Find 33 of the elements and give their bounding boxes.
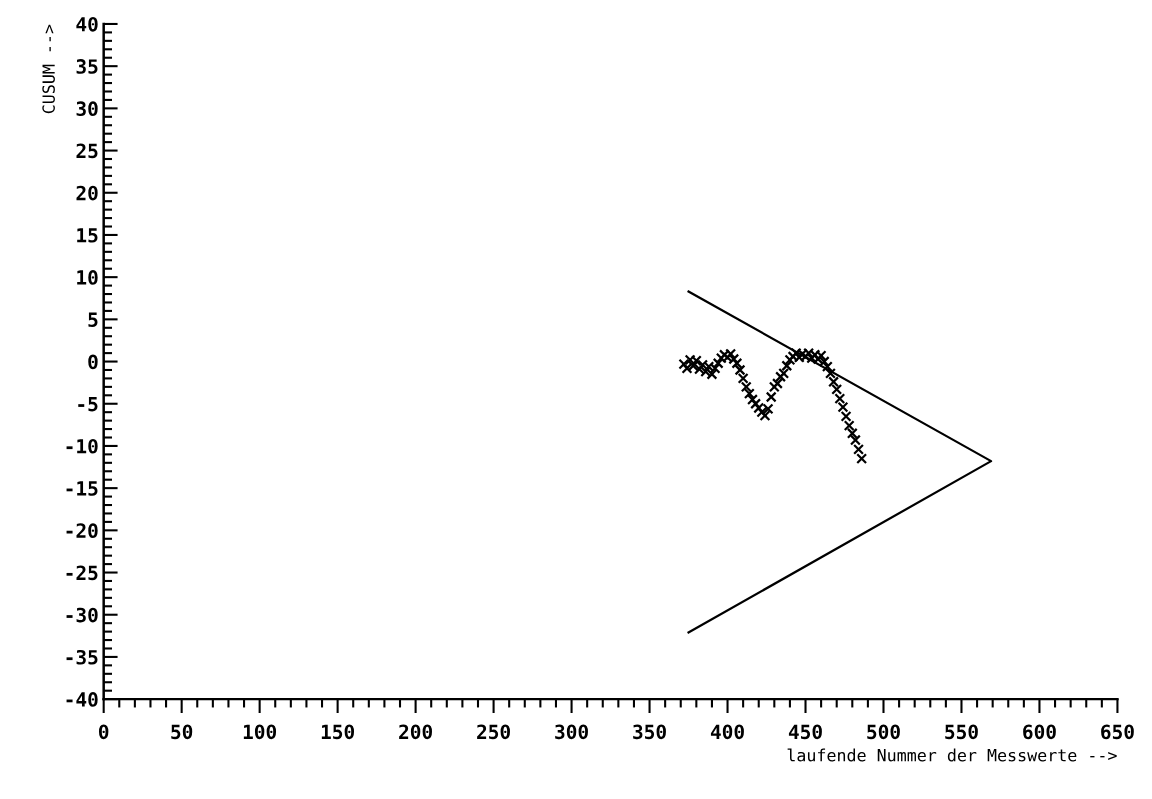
x-tick-label: 600 [1023,724,1056,740]
y-tick-label: -15 [66,481,98,496]
x-tick-label: 500 [867,724,900,740]
x-tick-label: 200 [399,724,432,740]
x-tick-label: 50 [171,724,193,740]
y-tick-label: 0 [88,354,98,370]
y-tick-label: 35 [76,59,98,74]
x-tick-label: 0 [98,724,109,740]
y-tick-label: 40 [76,16,98,32]
y-tick-label: 15 [77,228,98,243]
y-axis-title: CUSUM --> [42,24,55,114]
y-tick-label: 10 [77,270,98,285]
x-tick-label: 550 [945,724,978,740]
y-tick-label: 25 [76,143,98,159]
x-tick-label: 400 [710,724,744,740]
x-tick-label: 250 [477,724,510,740]
y-tick-label: -20 [66,523,98,538]
x-tick-label: 100 [243,724,277,740]
x-tick-label: 300 [555,724,588,740]
y-tick-label: -25 [66,565,98,581]
x-tick-label: 650 [1101,724,1134,740]
x-tick-label: 150 [321,724,355,740]
y-tick-label: -35 [66,649,98,665]
y-tick-label: 5 [88,312,98,328]
x-tick-label: 350 [633,724,666,740]
y-tick-label: -40 [66,692,98,707]
y-tick-label: -5 [78,396,98,412]
y-tick-label: 30 [76,101,98,117]
x-axis-title: laufende Nummer der Messwerte --> [787,748,1117,762]
x-tick-label: 450 [788,724,822,740]
y-tick-label: -10 [66,438,98,454]
y-tick-label: 20 [76,185,98,201]
y-tick-label: -30 [66,607,98,623]
